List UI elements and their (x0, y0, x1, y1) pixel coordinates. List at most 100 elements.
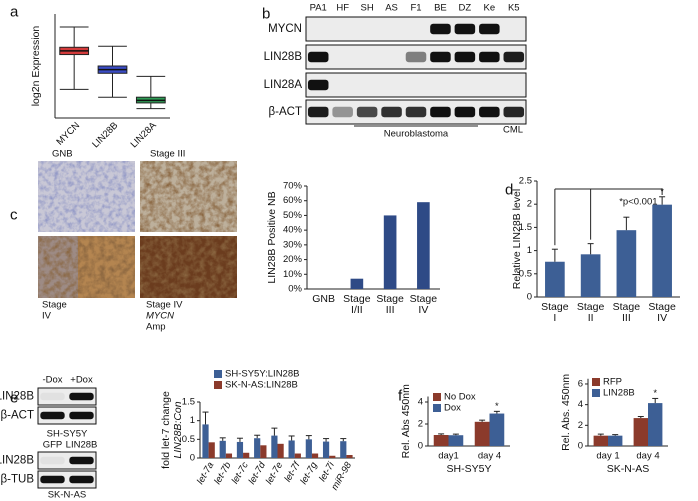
y-tick-label: 10% (283, 269, 303, 280)
legend-label: RFP (603, 377, 622, 388)
bar (271, 435, 278, 458)
lane-label: DZ (459, 3, 472, 14)
y-tick-label: 2 (578, 420, 583, 431)
x-tick-label: LIN28A (129, 120, 160, 151)
ihc-texture (38, 236, 135, 298)
y-axis-label: Rel. Abs. 450nm (560, 374, 572, 451)
bar (474, 421, 490, 446)
y-tick-label: 2 (418, 419, 423, 430)
y-tick-label: 4 (418, 397, 423, 408)
band (69, 392, 94, 401)
x-tick-label: GNB (312, 293, 335, 305)
panel-label: c (10, 207, 18, 224)
x-tick-label: LIN28B (90, 120, 120, 150)
bar (652, 204, 672, 297)
y-tick-label: 1 (527, 245, 532, 256)
y-tick-label: 50% (283, 210, 303, 221)
x-tick-label: Stage IV (648, 301, 676, 324)
annotation: *p<0.001 (619, 197, 657, 208)
bar (489, 413, 505, 446)
ihc-label: Amp (146, 322, 166, 333)
x-tick-label: Stage II (577, 301, 605, 324)
band (454, 51, 476, 63)
x-tick-label: Stage IV (410, 293, 438, 316)
bar (322, 441, 330, 458)
band (40, 456, 65, 465)
band (40, 475, 65, 484)
x-tick-label: day 1 (596, 451, 619, 462)
y-tick-label: 0 (418, 441, 423, 452)
blot-frame (37, 406, 97, 425)
row-label: β-ACT (269, 106, 302, 118)
band (454, 23, 476, 35)
bar (417, 202, 430, 289)
y-tick-label: 0% (288, 284, 302, 295)
y-axis-label: LIN28B Positive NB (266, 191, 278, 283)
band (307, 79, 329, 91)
lane-label: BE (434, 3, 447, 14)
band (503, 51, 525, 63)
ihc-label: Stage III (150, 149, 185, 160)
band (430, 106, 451, 118)
blot-frame (37, 451, 97, 470)
x-tick-label: day 4 (636, 451, 659, 462)
x-tick-label: let-7e (264, 460, 285, 486)
bar (260, 445, 267, 458)
band (40, 411, 65, 420)
y-tick-label: 6 (578, 378, 583, 389)
x-axis-label: SH-SY5Y (447, 463, 492, 475)
bar (236, 441, 244, 458)
x-tick-label: let-7g (298, 460, 320, 487)
y-tick-label: 1 (190, 415, 195, 426)
bar (545, 261, 565, 297)
lane-label: -Dox (42, 375, 62, 386)
row-label: LIN28A (264, 79, 303, 91)
ihc-label: MYCN (146, 311, 174, 322)
y-axis-label: Rel. Abs 450nm (400, 384, 412, 458)
lane-label: Ke (484, 3, 496, 14)
legend-swatch (214, 370, 222, 378)
y-tick-label: 70% (283, 181, 303, 192)
lane-label: SH (361, 3, 374, 14)
band (69, 456, 94, 465)
bar (254, 438, 261, 458)
x-tick-label: let-7b (212, 460, 233, 486)
band (454, 106, 476, 118)
bar (288, 440, 295, 458)
bar (202, 424, 209, 458)
annotation: * (653, 388, 657, 399)
band (503, 106, 525, 118)
y-tick-label: 2 (527, 199, 532, 210)
bar (616, 230, 637, 297)
x-tick-label: Stage I/II (343, 293, 371, 316)
bar (448, 435, 464, 446)
annotation: * (660, 186, 664, 197)
panel-label: a (10, 4, 19, 21)
bar (294, 453, 301, 458)
panel-label: d (505, 182, 513, 199)
row-label: MYCN (268, 23, 302, 35)
legend-label: No Dox (444, 392, 476, 403)
band (430, 23, 451, 35)
bar (580, 254, 601, 297)
bar (350, 278, 364, 289)
y-tick-label: 0 (527, 292, 532, 303)
row-label: β-TUB (1, 474, 35, 486)
lane-label: AS (385, 3, 398, 14)
legend-label: Dox (444, 403, 461, 414)
legend-label: SH-SY5Y:LIN28B (225, 369, 299, 380)
ihc-label: Stage (42, 300, 67, 311)
panel-label: f (398, 388, 403, 405)
bar (225, 453, 233, 458)
ihc-label: IV (42, 311, 52, 322)
y-tick-label: 40% (283, 225, 303, 236)
x-axis-label: SK-N-AS (607, 463, 650, 475)
annotation: * (495, 401, 499, 412)
bar (633, 418, 648, 446)
band (307, 106, 329, 118)
band (307, 51, 329, 63)
ihc-images (38, 161, 237, 298)
x-tick-label: Stage III (613, 301, 641, 324)
y-tick-label: 0.5 (182, 434, 195, 445)
